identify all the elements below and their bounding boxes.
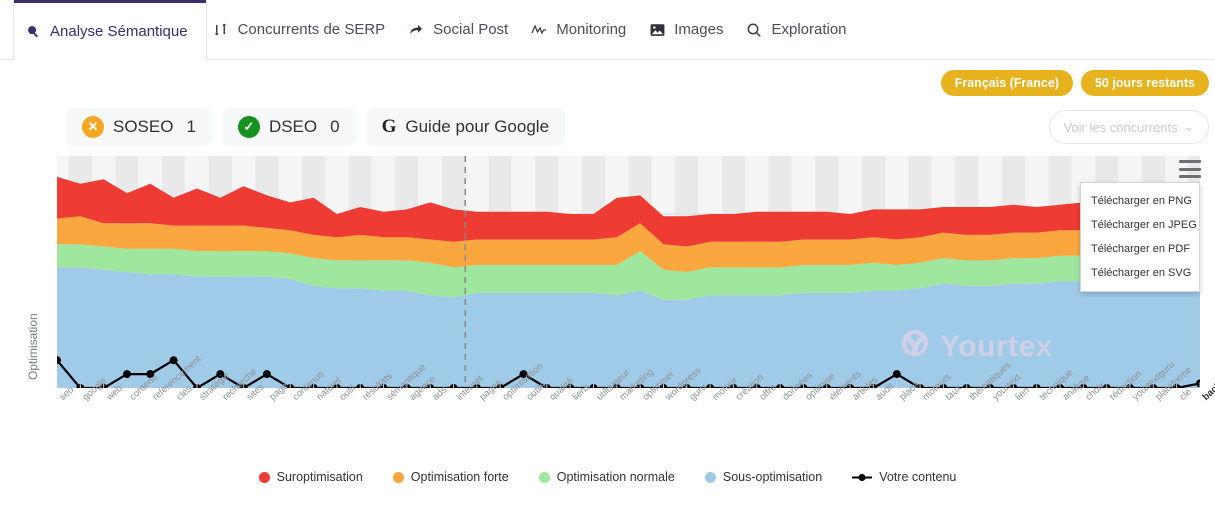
- legend-dot-icon: [258, 471, 270, 483]
- chart-legend: Suroptimisation Optimisation forte Optimis…: [0, 470, 1215, 484]
- days-remaining-pill[interactable]: 50 jours restants: [1080, 70, 1209, 96]
- data-point-marker[interactable]: [262, 370, 271, 379]
- tab-label: Exploration: [771, 21, 847, 38]
- legend-dot-icon: [392, 471, 404, 483]
- data-point-marker[interactable]: [146, 370, 155, 379]
- legend-dot-icon: [538, 471, 550, 483]
- soseo-badge[interactable]: ✕ SOSEO 1: [66, 108, 212, 146]
- legend-item-votre-contenu[interactable]: Votre contenu: [852, 470, 956, 484]
- tab-label: Analyse Sémantique: [50, 22, 188, 40]
- tab-label: Monitoring: [556, 21, 627, 38]
- export-menu: Télécharger en PNG Télécharger en JPEG T…: [1080, 182, 1200, 292]
- tab-social-post[interactable]: Social Post: [401, 0, 524, 60]
- legend-line-dot-icon: [852, 472, 873, 483]
- tab-concurrents-de-serp[interactable]: Concurrents de SERP: [206, 0, 402, 60]
- tab-exploration[interactable]: Exploration: [739, 0, 862, 60]
- data-point-marker[interactable]: [519, 370, 528, 379]
- tab-analyse-semantique[interactable]: Analyse Sémantique: [14, 0, 206, 60]
- view-competitors-button[interactable]: Voir les concurrents ⌄: [1049, 110, 1209, 144]
- area-optimisation-normale: [57, 244, 1200, 300]
- legend-label: Optimisation normale: [556, 470, 675, 484]
- x-axis-labels: seo google web contenu referencement clés stra…: [57, 354, 1215, 462]
- legend-dot-icon: [704, 471, 716, 483]
- data-point-marker[interactable]: [123, 370, 131, 379]
- data-point-marker[interactable]: [169, 356, 178, 365]
- data-point-marker[interactable]: [216, 370, 225, 379]
- legend-item-optimisation-normale[interactable]: Optimisation normale: [538, 470, 675, 484]
- burger-line: [1179, 175, 1201, 178]
- tab-label: Concurrents de SERP: [237, 21, 386, 38]
- legend-label: Sous-optimisation: [722, 470, 823, 484]
- legend-label: Optimisation forte: [410, 470, 509, 484]
- header-pills: Français (France) 50 jours restants: [940, 70, 1209, 96]
- language-pill[interactable]: Français (France): [940, 70, 1073, 96]
- legend-item-suroptimisation[interactable]: Suroptimisation: [258, 470, 363, 484]
- export-menu-item-jpeg[interactable]: Télécharger en JPEG: [1091, 219, 1197, 231]
- pulse-icon: [530, 21, 548, 39]
- image-icon: [648, 21, 666, 39]
- chevron-down-icon: ⌄: [1183, 119, 1195, 134]
- soseo-value: 1: [186, 117, 196, 136]
- area-optimisation-forte: [57, 216, 1200, 272]
- burger-line: [1179, 167, 1201, 171]
- tab-label: Images: [674, 21, 724, 38]
- stacked-area-svg: [57, 156, 1200, 388]
- dseo-badge[interactable]: ✓ DSEO 0: [221, 108, 356, 146]
- semantic-chart: Optimisation Yourtex Télécharger en PNG …: [0, 152, 1215, 506]
- burger-line: [1179, 160, 1201, 163]
- chart-plot-area: [57, 156, 1200, 388]
- area-sous-optimisation: [57, 267, 1200, 388]
- export-menu-item-pdf[interactable]: Télécharger en PDF: [1091, 243, 1191, 255]
- export-menu-item-png[interactable]: Télécharger en PNG: [1091, 195, 1192, 207]
- tab-images[interactable]: Images: [642, 0, 739, 60]
- search-icon: [745, 21, 763, 39]
- chart-menu-button[interactable]: [1179, 160, 1201, 178]
- soseo-label: SOSEO: [113, 117, 174, 136]
- x-axis-tick-label: clé: [1177, 386, 1194, 403]
- legend-label: Suroptimisation: [276, 470, 363, 484]
- google-g-icon: G: [381, 116, 397, 137]
- data-point-marker[interactable]: [1196, 379, 1200, 388]
- x-circle-icon: ✕: [82, 116, 104, 138]
- dseo-value: 0: [330, 117, 340, 136]
- legend-item-sous-optimisation[interactable]: Sous-optimisation: [704, 470, 823, 484]
- score-badges: ✕ SOSEO 1 ✓ DSEO 0 G Guide pour Google: [66, 108, 566, 146]
- x-axis-tick-label: backlinks: [1200, 365, 1215, 403]
- legend-label: Votre contenu: [879, 470, 957, 484]
- votre-contenu-line: [57, 358, 1200, 388]
- data-point-marker[interactable]: [57, 356, 61, 365]
- search-magnifier-icon: [24, 22, 42, 40]
- legend-item-optimisation-forte[interactable]: Optimisation forte: [392, 470, 509, 484]
- y-axis-label: Optimisation: [26, 313, 40, 380]
- view-competitors-label: Voir les concurrents: [1063, 119, 1178, 135]
- area-suroptimisation: [57, 176, 1200, 247]
- export-menu-item-svg[interactable]: Télécharger en SVG: [1091, 267, 1192, 279]
- tab-label: Social Post: [433, 21, 509, 38]
- google-guide-label: Guide pour Google: [405, 117, 550, 136]
- data-point-marker[interactable]: [892, 370, 901, 379]
- dseo-label: DSEO: [268, 117, 318, 136]
- compare-icon: [212, 21, 230, 39]
- share-arrow-icon: [407, 21, 425, 39]
- check-circle-icon: ✓: [237, 116, 260, 138]
- main-tab-bar: Analyse Sémantique Concurrents de SERP S…: [0, 0, 1215, 60]
- tab-monitoring[interactable]: Monitoring: [524, 0, 642, 60]
- google-guide-button[interactable]: G Guide pour Google: [365, 108, 566, 146]
